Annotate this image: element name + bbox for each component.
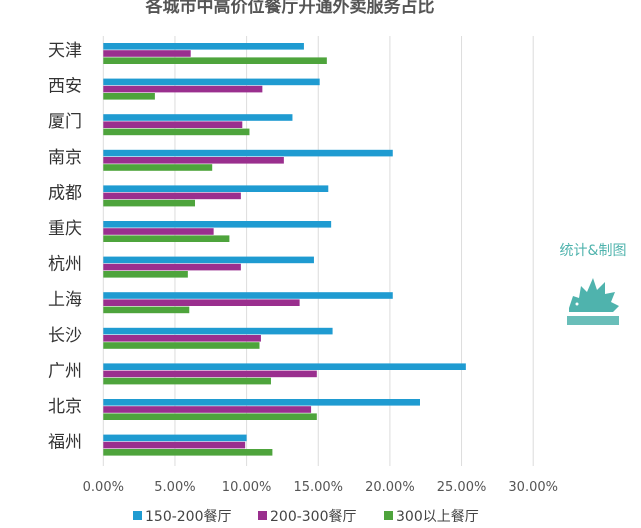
hedgehog-logo <box>567 278 619 325</box>
bar-长沙-1 <box>103 327 333 335</box>
x-tick-label: 20.00% <box>365 480 415 495</box>
x-tick-label: 15.00% <box>293 480 343 495</box>
bar-广州-2 <box>103 370 317 378</box>
category-label: 北京 <box>48 397 82 417</box>
bar-天津-3 <box>103 57 327 64</box>
bar-上海-3 <box>103 306 190 314</box>
category-label: 南京 <box>48 148 82 168</box>
bar-福州-3 <box>103 449 273 456</box>
bar-厦门-3 <box>103 128 250 136</box>
x-tick-label: 25.00% <box>437 480 487 495</box>
bar-厦门-1 <box>103 114 293 121</box>
bar-重庆-2 <box>103 228 214 235</box>
category-label: 杭州 <box>48 255 82 275</box>
watermark-text: 统计&制图 <box>559 243 627 259</box>
bar-福州-2 <box>103 441 246 449</box>
bar-成都-3 <box>103 199 196 207</box>
category-label: 西安 <box>48 77 82 97</box>
x-tick-label: 30.00% <box>508 480 558 495</box>
bar-厦门-2 <box>103 121 243 128</box>
category-label: 福州 <box>48 433 82 453</box>
bar-天津-1 <box>103 43 304 50</box>
legend-swatch <box>384 511 393 520</box>
bar-北京-3 <box>103 413 317 420</box>
category-label: 天津 <box>48 41 82 61</box>
chart-title: 各城市中高价位餐厅开通外卖服务占比 <box>145 0 435 17</box>
bar-广州-1 <box>103 363 466 370</box>
bar-重庆-3 <box>103 235 230 242</box>
bar-西安-2 <box>103 85 263 93</box>
bar-南京-3 <box>103 164 213 171</box>
bar-长沙-2 <box>103 335 261 342</box>
category-label: 厦门 <box>48 112 82 132</box>
bar-广州-3 <box>103 377 271 385</box>
bar-南京-2 <box>103 157 284 164</box>
legend-label: 300以上餐厅 <box>396 509 479 525</box>
bar-成都-1 <box>103 185 329 192</box>
category-label: 上海 <box>48 290 82 310</box>
legend-label: 200-300餐厅 <box>270 509 357 525</box>
category-label: 长沙 <box>48 326 82 346</box>
category-label: 成都 <box>48 183 82 203</box>
bar-北京-1 <box>103 399 420 406</box>
bar-成都-2 <box>103 192 241 200</box>
bar-上海-1 <box>103 292 393 299</box>
category-label: 广州 <box>48 361 82 381</box>
bar-西安-1 <box>103 78 320 86</box>
x-tick-label: 5.00% <box>154 480 195 495</box>
bar-北京-2 <box>103 406 312 413</box>
bar-福州-1 <box>103 434 247 442</box>
bar-杭州-2 <box>103 263 241 271</box>
bar-天津-2 <box>103 50 191 57</box>
legend-swatch <box>133 511 142 520</box>
legend-swatch <box>258 511 267 520</box>
bar-西安-3 <box>103 93 155 100</box>
bar-重庆-1 <box>103 221 332 228</box>
x-tick-label: 10.00% <box>222 480 272 495</box>
bar-杭州-3 <box>103 271 188 278</box>
bar-南京-1 <box>103 149 393 157</box>
category-label: 重庆 <box>48 219 82 239</box>
bar-杭州-1 <box>103 256 314 264</box>
bar-长沙-3 <box>103 342 260 349</box>
legend-label: 150-200餐厅 <box>145 509 232 525</box>
bar-上海-2 <box>103 299 300 306</box>
x-tick-label: 0.00% <box>83 480 124 495</box>
